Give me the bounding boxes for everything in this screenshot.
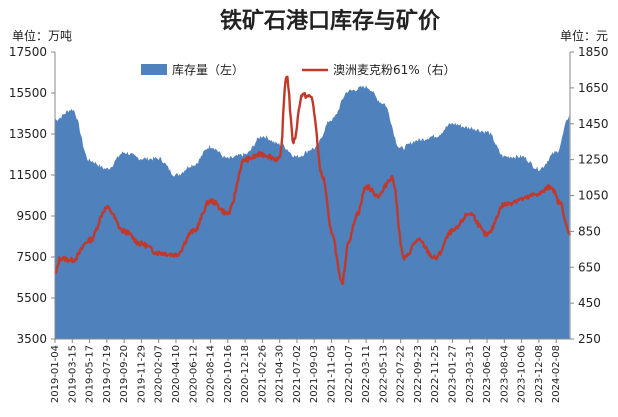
- x-axis-tick-label: 2019-07-19: [102, 345, 113, 403]
- price-line: [54, 75, 572, 286]
- left-axis-tick-label: 3500: [16, 332, 47, 346]
- x-axis-tick-label: 2021-02-26: [257, 345, 268, 403]
- right-axis-tick-label: 850: [578, 224, 601, 238]
- x-axis-tick-label: 2021-04-30: [275, 345, 286, 403]
- left-axis-tick-label: 15500: [9, 86, 47, 100]
- inventory-area: [55, 85, 570, 339]
- left-axis: 3500 5500 7500 9500 11500 13500 15500 17500: [9, 45, 56, 346]
- left-axis-tick-label: 5500: [16, 291, 47, 305]
- x-axis-tick-label: 2023-12-08: [534, 345, 545, 403]
- left-axis-unit: 单位：万吨: [12, 28, 72, 43]
- chart-title: 铁矿石港口库存与矿价: [220, 8, 441, 34]
- x-axis-tick-label: 2020-08-14: [206, 345, 217, 403]
- right-axis-tick-label: 250: [578, 332, 601, 346]
- left-axis-tick-label: 9500: [16, 209, 47, 223]
- x-axis-tick-label: 2019-01-04: [50, 345, 61, 403]
- x-axis-tick-label: 2019-09-20: [119, 345, 130, 403]
- right-axis: 250 450 650 850 1050 1250 1450 1650 1850: [569, 45, 609, 346]
- left-axis-tick-label: 11500: [9, 168, 47, 182]
- x-axis-tick-label: 2023-10-06: [517, 345, 528, 403]
- x-axis-tick-label: 2023-08-04: [499, 345, 510, 403]
- right-axis-tick-label: 1250: [578, 153, 609, 167]
- x-axis-tick-label: 2021-07-02: [292, 345, 303, 403]
- plot-area: [54, 75, 572, 339]
- right-axis-tick-label: 1050: [578, 189, 609, 203]
- x-axis-tick-label: 2019-05-17: [85, 345, 96, 403]
- x-axis: 2019-01-04 2019-03-15 2019-05-17 2019-07-19…: [50, 338, 570, 403]
- legend-label-price: 澳洲麦克粉61%（右）: [333, 62, 456, 77]
- x-axis-tick-label: 2023-06-02: [482, 345, 493, 403]
- x-axis-tick-label: 2020-04-10: [171, 345, 182, 403]
- right-axis-tick-label: 450: [578, 296, 601, 310]
- legend-swatch-inventory: [141, 64, 167, 75]
- right-axis-tick-label: 1850: [578, 45, 609, 59]
- x-axis-tick-label: 2020-06-12: [188, 345, 199, 403]
- x-axis-tick-label: 2019-03-15: [67, 345, 78, 403]
- x-axis-tick-label: 2019-11-29: [136, 345, 147, 403]
- right-axis-tick-label: 650: [578, 260, 601, 274]
- x-axis-tick-label: 2022-11-25: [430, 345, 441, 403]
- x-axis-tick-label: 2020-10-16: [223, 345, 234, 403]
- x-axis-tick-label: 2023-03-31: [465, 345, 476, 403]
- right-axis-tick-label: 1450: [578, 117, 609, 131]
- x-axis-tick-label: 2022-05-13: [378, 345, 389, 403]
- left-axis-tick-label: 13500: [9, 127, 47, 141]
- left-axis-tick-label: 7500: [16, 250, 47, 264]
- legend-label-inventory: 库存量（左）: [172, 62, 244, 77]
- right-axis-tick-label: 1650: [578, 81, 609, 95]
- legend: 库存量（左） 澳洲麦克粉61%（右）: [141, 62, 456, 77]
- x-axis-tick-label: 2021-09-03: [309, 345, 320, 403]
- x-axis-tick-label: 2023-01-27: [447, 345, 458, 403]
- x-axis-tick-label: 2020-02-07: [154, 345, 165, 403]
- x-axis-tick-label: 2022-01-07: [344, 345, 355, 403]
- right-axis-unit: 单位：元: [560, 28, 608, 43]
- x-axis-tick-label: 2022-07-22: [396, 345, 407, 403]
- left-axis-tick-label: 17500: [9, 45, 47, 59]
- x-axis-tick-label: 2022-03-11: [361, 345, 372, 403]
- x-axis-tick-label: 2024-02-08: [551, 345, 562, 403]
- x-axis-tick-label: 2022-09-23: [413, 345, 424, 403]
- x-axis-tick-label: 2020-12-18: [240, 345, 251, 403]
- x-axis-tick-label: 2021-11-05: [327, 345, 338, 403]
